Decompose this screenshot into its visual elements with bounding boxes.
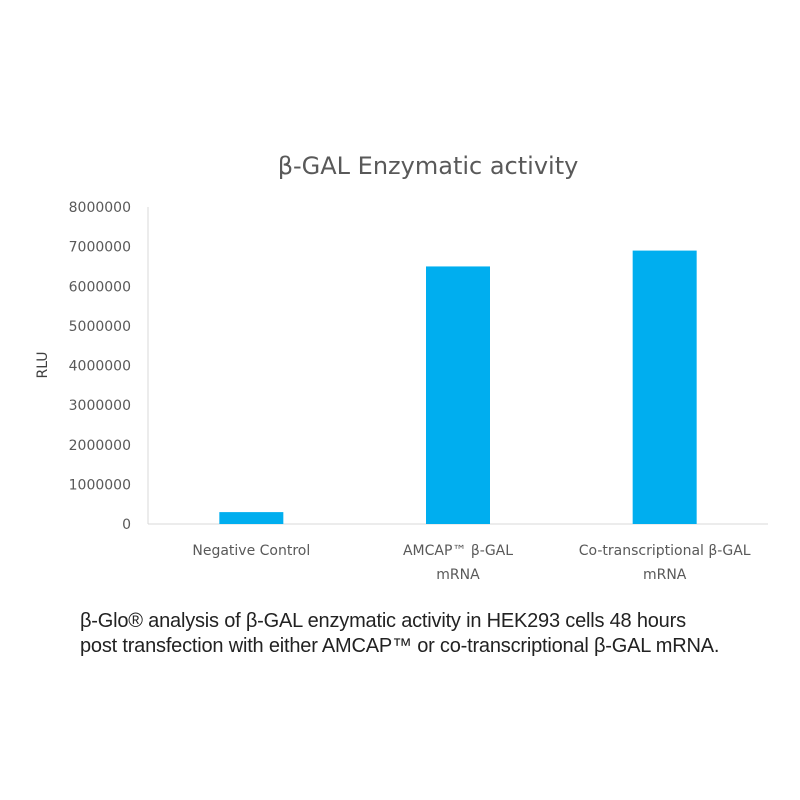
figure-caption: β-Glo® analysis of β-GAL enzymatic activ… [80,609,790,659]
bar-chart: β-GAL Enzymatic activity RLU 0 1000000 200… [35,152,768,583]
x-category-label: AMCAP™ β-GAL [403,543,513,559]
bar [632,250,697,524]
y-tick-label: 1000000 [69,477,131,493]
bar [426,266,490,524]
y-tick-label: 4000000 [69,359,131,375]
y-tick-label: 6000000 [69,279,131,295]
x-category-label: mRNA [643,567,687,583]
chart-title: β-GAL Enzymatic activity [278,152,579,180]
category-labels: Negative Control AMCAP™ β-GAL mRNA Co-trans… [192,543,750,583]
bar [219,512,284,524]
y-tick-labels: 0 1000000 2000000 3000000 4000000 5000000 6000… [69,200,131,533]
caption-line-2: post transfection with either AMCAP™ or … [80,635,720,657]
y-tick-label: 5000000 [69,319,131,335]
y-tick-label: 3000000 [69,398,131,414]
caption-line-1: β-Glo® analysis of β-GAL enzymatic activ… [80,610,686,632]
y-tick-label: 2000000 [69,438,131,454]
y-tick-label: 7000000 [69,240,131,256]
x-category-label: mRNA [436,567,480,583]
x-category-label: Co-transcriptional β-GAL [579,543,751,559]
y-tick-label: 8000000 [69,200,131,216]
y-axis-label: RLU [35,351,51,378]
x-category-label: Negative Control [192,543,310,559]
y-tick-label: 0 [122,517,131,533]
bars [219,250,697,524]
